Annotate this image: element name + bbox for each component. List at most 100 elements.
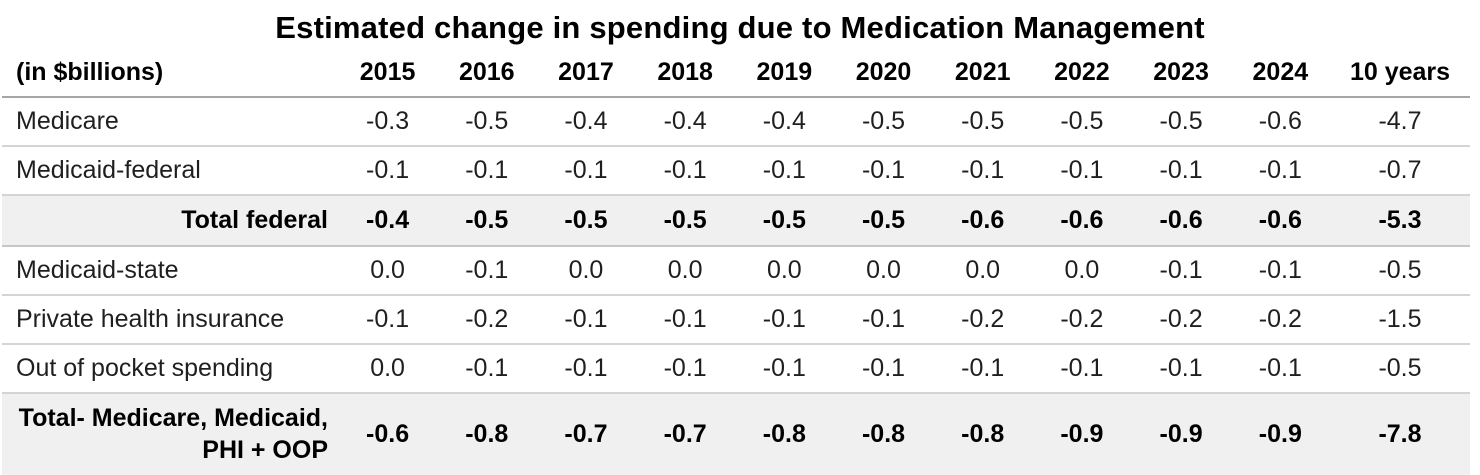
- column-header-2019: 2019: [734, 54, 834, 98]
- cell: -0.9: [1230, 393, 1330, 475]
- cell: -0.5: [833, 195, 934, 248]
- cell: -0.9: [1131, 393, 1231, 475]
- header-row: (in $billions) 2015 2016 2017 2018 2019 2020 2…: [2, 54, 1470, 98]
- column-header-2017: 2017: [536, 54, 636, 98]
- table-row: Medicaid-federal -0.1 -0.1 -0.1 -0.1 -0.1 -0.1…: [2, 146, 1470, 196]
- cell: -0.7: [635, 393, 735, 475]
- cell: -0.1: [1230, 246, 1330, 297]
- cell: -0.1: [1131, 146, 1231, 196]
- cell: -0.2: [437, 295, 537, 346]
- row-label: Total federal: [2, 195, 338, 248]
- table-row: Medicaid-state 0.0 -0.1 0.0 0.0 0.0 0.0 0.0 0.0-…: [2, 246, 1470, 297]
- cell: -0.1: [338, 146, 438, 196]
- column-header-2024: 2024: [1230, 54, 1330, 98]
- row-label: Total- Medicare, Medicaid, PHI + OOP: [2, 393, 338, 475]
- column-header-2016: 2016: [437, 54, 537, 98]
- cell: 0.0: [1032, 246, 1132, 297]
- cell: -0.8: [734, 393, 834, 475]
- cell: -0.1: [536, 295, 636, 346]
- cell: -1.5: [1330, 295, 1470, 346]
- cell: -0.5: [1032, 97, 1132, 147]
- cell: -0.5: [1330, 344, 1470, 395]
- cell: -0.8: [833, 393, 934, 475]
- cell: -0.6: [1230, 97, 1330, 147]
- column-header-2022: 2022: [1032, 54, 1132, 98]
- cell: -0.5: [437, 97, 537, 147]
- row-label: Medicaid-federal: [2, 146, 338, 196]
- cell: -0.1: [1131, 344, 1231, 395]
- cell: -0.1: [734, 344, 834, 395]
- column-header-2015: 2015: [338, 54, 438, 98]
- cell: -0.5: [1131, 97, 1231, 147]
- cell: -0.6: [1230, 195, 1330, 248]
- cell: -0.4: [338, 195, 438, 248]
- cell: -0.5: [734, 195, 834, 248]
- cell: -0.4: [734, 97, 834, 147]
- cell: -0.1: [437, 344, 537, 395]
- cell: -0.1: [437, 246, 537, 297]
- cell: -0.1: [437, 146, 537, 196]
- table-row: Total- Medicare, Medicaid, PHI + OOP -0.6…: [2, 393, 1470, 475]
- table-row: Private health insurance -0.1 -0.2 -0.1 -0.1…: [2, 295, 1470, 346]
- cell: -0.6: [1032, 195, 1132, 248]
- column-header-2021: 2021: [933, 54, 1033, 98]
- table-row: Total federal -0.4 -0.5 -0.5 -0.5 -0.5 -0.5 -0.…: [2, 195, 1470, 248]
- row-label: Private health insurance: [2, 295, 338, 346]
- cell: -0.1: [635, 344, 735, 395]
- cell: 0.0: [734, 246, 834, 297]
- table-row: Out of pocket spending 0.0 -0.1 -0.1 -0.1 -0.…: [2, 344, 1470, 395]
- cell: 0.0: [833, 246, 934, 297]
- cell: 0.0: [338, 344, 438, 395]
- table-body: Medicare -0.3 -0.5 -0.4 -0.4 -0.4 -0.5 -0.5 -0.5…: [2, 97, 1470, 475]
- cell: -0.1: [833, 146, 934, 196]
- cell: -0.1: [1230, 344, 1330, 395]
- cell: -0.1: [536, 344, 636, 395]
- column-header-2018: 2018: [635, 54, 735, 98]
- cell: -0.6: [338, 393, 438, 475]
- cell: -0.1: [1131, 246, 1231, 297]
- cell: -0.8: [933, 393, 1033, 475]
- cell: -0.3: [338, 97, 438, 147]
- cell: 0.0: [933, 246, 1033, 297]
- cell: -7.8: [1330, 393, 1470, 475]
- cell: -0.1: [833, 344, 934, 395]
- cell: -0.1: [734, 146, 834, 196]
- row-label: Medicare: [2, 97, 338, 147]
- cell: -0.1: [1032, 344, 1132, 395]
- cell: -0.5: [437, 195, 537, 248]
- column-header-2023: 2023: [1131, 54, 1231, 98]
- cell: -0.1: [536, 146, 636, 196]
- column-header-2020: 2020: [833, 54, 934, 98]
- cell: -0.2: [933, 295, 1033, 346]
- cell: -0.9: [1032, 393, 1132, 475]
- figure-title: Estimated change in spending due to Medi…: [275, 10, 1205, 45]
- row-label: Medicaid-state: [2, 246, 338, 297]
- cell: -0.5: [635, 195, 735, 248]
- cell: -0.1: [1032, 146, 1132, 196]
- cell: -0.6: [933, 195, 1033, 248]
- cell: -5.3: [1330, 195, 1470, 248]
- cell: -0.1: [1230, 146, 1330, 196]
- row-label: Out of pocket spending: [2, 344, 338, 395]
- cell: -0.7: [536, 393, 636, 475]
- cell: -0.5: [536, 195, 636, 248]
- cell: -0.1: [734, 295, 834, 346]
- cell: 0.0: [536, 246, 636, 297]
- cell: -0.2: [1032, 295, 1132, 346]
- cell: 0.0: [635, 246, 735, 297]
- cell: -0.2: [1131, 295, 1231, 346]
- cell: -0.7: [1330, 146, 1470, 196]
- cell: -0.1: [833, 295, 934, 346]
- column-header-10-years: 10 years: [1330, 54, 1470, 98]
- table-header: (in $billions) 2015 2016 2017 2018 2019 2020 2…: [2, 54, 1470, 98]
- table-row: Medicare -0.3 -0.5 -0.4 -0.4 -0.4 -0.5 -0.5 -0.5…: [2, 97, 1470, 147]
- cell: 0.0: [338, 246, 438, 297]
- cell: -0.6: [1131, 195, 1231, 248]
- cell: -0.1: [933, 146, 1033, 196]
- cell: -0.4: [536, 97, 636, 147]
- cell: -0.4: [635, 97, 735, 147]
- cell: -0.5: [933, 97, 1033, 147]
- cell: -4.7: [1330, 97, 1470, 147]
- spending-table: (in $billions) 2015 2016 2017 2018 2019 2020 2…: [2, 54, 1470, 475]
